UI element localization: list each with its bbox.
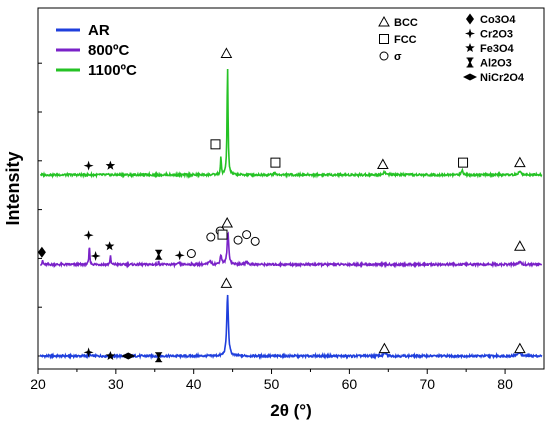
x-tick-label-60: 60 — [342, 376, 358, 392]
phase-legend-label-5: Fe3O4 — [480, 43, 515, 55]
phase-legend-symbol-triangle-open — [378, 15, 390, 27]
x-tick-label-20: 20 — [30, 376, 46, 392]
series-line-2 — [39, 69, 543, 179]
marker-plus-star-2-0 — [83, 160, 94, 171]
phase-legend: BCC FCC σ Co3O4 Cr2O3 Fe3O4 Al2O3 NiCr2O4 — [378, 13, 525, 84]
y-axis-ticks — [38, 62, 42, 357]
marker-plus-star-1-1 — [83, 230, 94, 241]
marker-circle-open-1-6 — [186, 249, 196, 259]
legend-label-2: 1100ºC — [88, 62, 137, 79]
phase-legend-entry-1: FCC — [379, 34, 417, 46]
phase-legend-symbol-star-filled — [465, 43, 475, 53]
marker-triangle-open-0-4 — [220, 277, 233, 288]
marker-star-filled-0-1 — [105, 351, 116, 361]
legend-entry-2: 1100ºC — [56, 62, 137, 79]
phase-legend-symbol-double-triangle — [463, 73, 477, 81]
marker-double-triangle-0-2 — [121, 352, 136, 360]
phase-legend-entry-2: σ — [379, 51, 402, 63]
x-axis-ticks: 20 30 40 50 60 70 80 — [30, 369, 513, 392]
plot-frame — [37, 7, 545, 370]
phase-legend-entry-3: Co3O4 — [466, 13, 516, 26]
marker-square-open-1-9 — [217, 229, 228, 240]
marker-plus-star-1-5 — [174, 250, 185, 261]
phase-legend-symbol-diamond-filled — [466, 13, 474, 25]
legend-label-0: AR — [88, 22, 110, 39]
phase-legend-label-1: FCC — [394, 34, 417, 46]
marker-triangle-open-0-5 — [378, 342, 391, 354]
phase-legend-label-3: Co3O4 — [480, 14, 516, 26]
phase-legend-symbol-circle-open — [379, 51, 389, 61]
phase-legend-entry-6: Al2O3 — [466, 57, 512, 70]
marker-plus-star-1-2 — [90, 250, 101, 261]
phase-legend-entry-4: Cr2O3 — [465, 28, 513, 41]
x-tick-label-50: 50 — [264, 376, 280, 392]
phase-legend-label-7: NiCr2O4 — [480, 72, 525, 84]
series-legend: AR 800ºC 1100ºC — [56, 22, 137, 79]
x-tick-label-40: 40 — [186, 376, 202, 392]
marker-square-open-2-6 — [458, 157, 469, 168]
marker-circle-open-1-13 — [250, 236, 260, 246]
marker-square-open-2-4 — [270, 157, 281, 168]
phase-legend-entry-0: BCC — [378, 15, 418, 29]
marker-star-filled-2-1 — [105, 160, 116, 170]
marker-circle-open-1-7 — [206, 232, 216, 242]
marker-circle-open-1-12 — [242, 230, 252, 240]
legend-entry-0: AR — [56, 22, 110, 39]
marker-triangle-open-0-6 — [514, 342, 526, 354]
marker-triangle-open-1-10 — [221, 216, 234, 228]
marker-circle-open-1-11 — [233, 235, 243, 245]
marker-diamond-filled-1-0 — [37, 246, 46, 258]
series-line-1 — [40, 231, 543, 269]
series-line-0 — [39, 294, 543, 360]
marker-triangle-open-2-7 — [514, 156, 526, 168]
marker-triangle-open-2-5 — [377, 158, 389, 169]
legend-label-1: 800ºC — [88, 42, 130, 59]
marker-plus-star-0-0 — [83, 347, 94, 358]
phase-legend-symbol-hourglass — [466, 57, 474, 68]
marker-square-open-2-2 — [210, 139, 221, 150]
plot-area: 20 30 40 50 60 70 80 — [30, 7, 545, 392]
phase-legend-label-2: σ — [394, 51, 402, 63]
x-tick-label-80: 80 — [497, 376, 513, 392]
phase-legend-symbol-plus-star — [465, 28, 475, 39]
phase-legend-label-6: Al2O3 — [480, 58, 512, 70]
marker-hourglass-0-3 — [155, 352, 163, 363]
marker-triangle-open-2-3 — [220, 47, 233, 58]
phase-legend-entry-7: NiCr2O4 — [463, 72, 525, 84]
y-axis-label: Intensity — [3, 151, 23, 225]
marker-triangle-open-1-14 — [514, 240, 526, 251]
phase-legend-label-0: BCC — [394, 17, 418, 29]
x-tick-label-30: 30 — [108, 376, 124, 392]
phase-legend-entry-5: Fe3O4 — [465, 43, 515, 55]
phase-legend-label-4: Cr2O3 — [480, 29, 513, 41]
x-tick-label-70: 70 — [419, 376, 435, 392]
phase-legend-symbol-square-open — [379, 34, 389, 44]
legend-entry-1: 800ºC — [56, 42, 130, 59]
marker-hourglass-1-4 — [155, 249, 163, 260]
x-axis-label: 2θ (°) — [270, 401, 312, 420]
marker-star-filled-1-3 — [104, 241, 115, 251]
phase-markers — [37, 47, 526, 363]
series-layer — [39, 69, 543, 360]
